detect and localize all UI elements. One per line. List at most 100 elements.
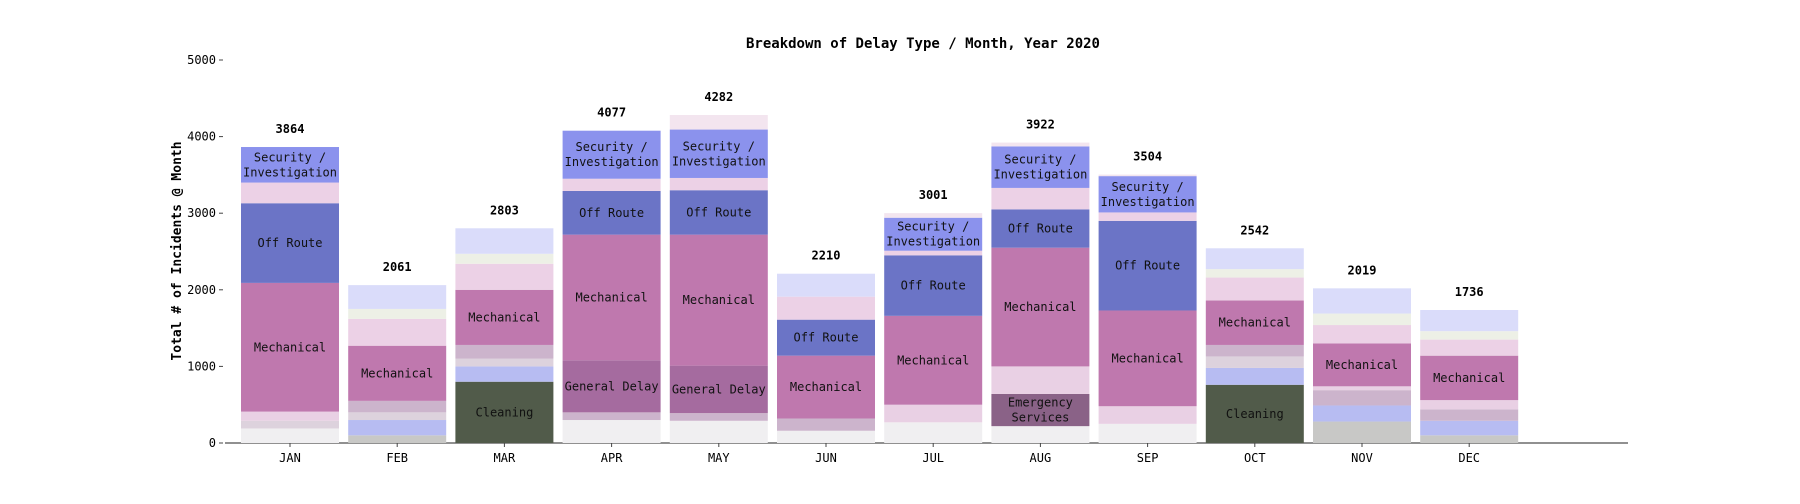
y-tick-label: 4000 — [187, 130, 216, 144]
bar-segment — [562, 412, 661, 421]
bar-total-label: 2803 — [490, 203, 519, 217]
bar-segment — [1420, 310, 1519, 332]
segment-label: Investigation — [672, 154, 766, 168]
segment-label: Investigation — [993, 168, 1087, 182]
bar-segment — [455, 381, 554, 443]
y-axis-label: Total # of Incidents @ Month — [170, 141, 185, 360]
segment-label: General Delay — [672, 382, 766, 396]
x-tick-label: JAN — [279, 451, 301, 465]
bar-segment — [669, 420, 768, 443]
bar-segment — [884, 422, 983, 443]
bar-segment — [991, 247, 1090, 367]
bar-segment — [884, 213, 983, 218]
bar-segment — [884, 250, 983, 256]
y-tick-label: 2000 — [187, 283, 216, 297]
segment-label: Cleaning — [476, 405, 534, 419]
segment-label: Security / — [897, 220, 969, 234]
segment-label: Cleaning — [1226, 407, 1284, 421]
segment-label: Off Route — [579, 206, 644, 220]
bar-segment — [669, 413, 768, 421]
segment-label: Off Route — [793, 331, 858, 345]
bar-segment — [348, 435, 447, 443]
x-tick-label: JUL — [922, 451, 944, 465]
bar-total-label: 1736 — [1455, 285, 1484, 299]
bar-segment — [991, 142, 1090, 147]
bar-segment — [1205, 248, 1304, 270]
segment-label: Security / — [1004, 153, 1076, 167]
segment-label: Mechanical — [1433, 371, 1505, 385]
bar-segment — [1205, 356, 1304, 368]
bar-segment — [241, 147, 339, 183]
bar-total-label: 3864 — [276, 122, 305, 136]
bar-segment — [669, 190, 768, 235]
bar-segment — [777, 355, 875, 419]
bar-segment — [991, 146, 1090, 188]
bar-segment — [455, 228, 554, 254]
segment-label: Mechanical — [468, 310, 540, 324]
bar-segment — [1205, 277, 1304, 301]
bar-segment — [1420, 435, 1519, 443]
bar-segment — [777, 273, 875, 297]
segment-label: Off Route — [1008, 222, 1073, 236]
bar-segment — [777, 319, 875, 356]
segment-label: Off Route — [257, 236, 322, 250]
bar-segment — [348, 318, 447, 346]
bar-total-label: 4282 — [704, 90, 733, 104]
bar-segment — [348, 400, 447, 413]
bar-segment — [669, 234, 768, 366]
y-tick-label: 5000 — [187, 53, 216, 67]
bar-segment — [562, 420, 661, 443]
bar-segment — [241, 420, 339, 429]
bar-segment — [991, 393, 1090, 427]
bar-segment — [562, 130, 661, 179]
segment-label: Security / — [575, 140, 647, 154]
x-tick-label: JUN — [815, 451, 837, 465]
bar-total-label: 4077 — [597, 106, 626, 120]
segment-label: Security / — [1111, 180, 1183, 194]
x-tick-label: MAY — [708, 451, 730, 465]
bar-segment — [777, 430, 875, 443]
x-tick-label: MAR — [494, 451, 516, 465]
bar-segment — [1313, 313, 1411, 326]
bar-total-label: 3001 — [919, 188, 948, 202]
bar-segment — [1313, 386, 1411, 391]
segment-label: Off Route — [901, 279, 966, 293]
bar-segment — [241, 428, 339, 443]
x-tick-label: AUG — [1030, 451, 1052, 465]
bar-segment — [1098, 176, 1197, 213]
bar-segment — [991, 426, 1090, 443]
segment-label: Mechanical — [897, 353, 969, 367]
bar-segment — [1420, 400, 1519, 410]
y-tick-label: 3000 — [187, 206, 216, 220]
bar-segment — [348, 285, 447, 309]
segment-label: Mechanical — [683, 293, 755, 307]
bar-segment — [1098, 310, 1197, 407]
x-tick-label: SEP — [1137, 451, 1159, 465]
bar-segment — [455, 344, 554, 359]
bar-total-label: 2542 — [1240, 223, 1269, 237]
x-tick-label: OCT — [1244, 451, 1266, 465]
segment-label: Mechanical — [254, 340, 326, 354]
bar-segment — [1098, 212, 1197, 221]
bar-segment — [1313, 421, 1411, 443]
bar-segment — [1205, 367, 1304, 385]
x-tick-label: DEC — [1458, 451, 1480, 465]
bar-segment — [669, 129, 768, 178]
bar-total-label: 2019 — [1348, 263, 1377, 277]
bar-segment — [455, 366, 554, 382]
segment-label: Investigation — [886, 235, 980, 249]
segment-label: General Delay — [565, 379, 659, 393]
x-tick-label: NOV — [1351, 451, 1373, 465]
bar-segment — [777, 418, 875, 431]
segment-label: Security / — [254, 150, 326, 164]
bar-segment — [1420, 420, 1519, 436]
y-tick-label: 1000 — [187, 359, 216, 373]
bar-segment — [1098, 174, 1197, 177]
bar-segment — [241, 411, 339, 421]
bar-segment — [1313, 390, 1411, 406]
bar-segment — [455, 263, 554, 290]
segment-label: Investigation — [243, 165, 337, 179]
bar-segment — [1098, 423, 1197, 443]
x-tick-label: APR — [601, 451, 623, 465]
